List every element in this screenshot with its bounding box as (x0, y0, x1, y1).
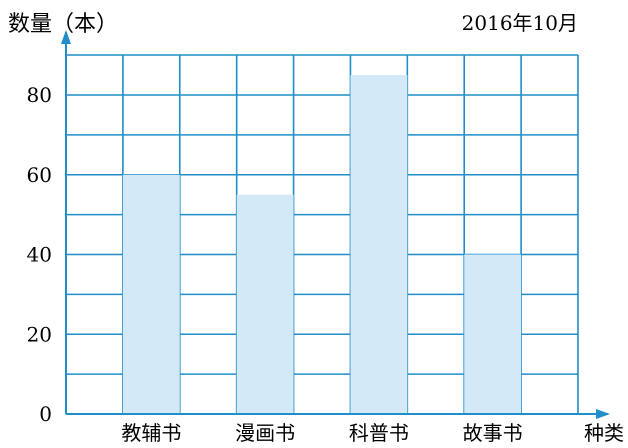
y-tick-label: 80 (27, 83, 52, 107)
y-tick-label: 20 (27, 322, 52, 346)
x-tick-label: 漫画书 (235, 421, 295, 445)
bar-2 (236, 194, 294, 414)
x-axis-arrow (596, 409, 610, 419)
bar-4 (464, 254, 522, 414)
bar-1 (122, 174, 180, 414)
y-axis-label: 数量（本） (8, 12, 118, 37)
x-axis-label: 种类 (584, 421, 624, 445)
y-axis-arrow (61, 30, 71, 44)
y-tick-label: 60 (27, 163, 52, 187)
x-tick-labels: 教辅书 漫画书 科普书 故事书 (121, 421, 522, 445)
date-label: 2016年10月 (462, 11, 578, 35)
x-tick-label: 故事书 (463, 421, 523, 445)
y-tick-label: 40 (27, 243, 52, 267)
chart-bars (122, 75, 522, 414)
x-tick-label: 教辅书 (121, 421, 181, 445)
y-tick-label: 0 (39, 402, 52, 426)
chart-axes (61, 30, 610, 419)
x-tick-label: 科普书 (349, 421, 409, 445)
bar-3 (350, 75, 408, 414)
y-tick-labels: 0 20 40 60 80 (27, 83, 52, 426)
